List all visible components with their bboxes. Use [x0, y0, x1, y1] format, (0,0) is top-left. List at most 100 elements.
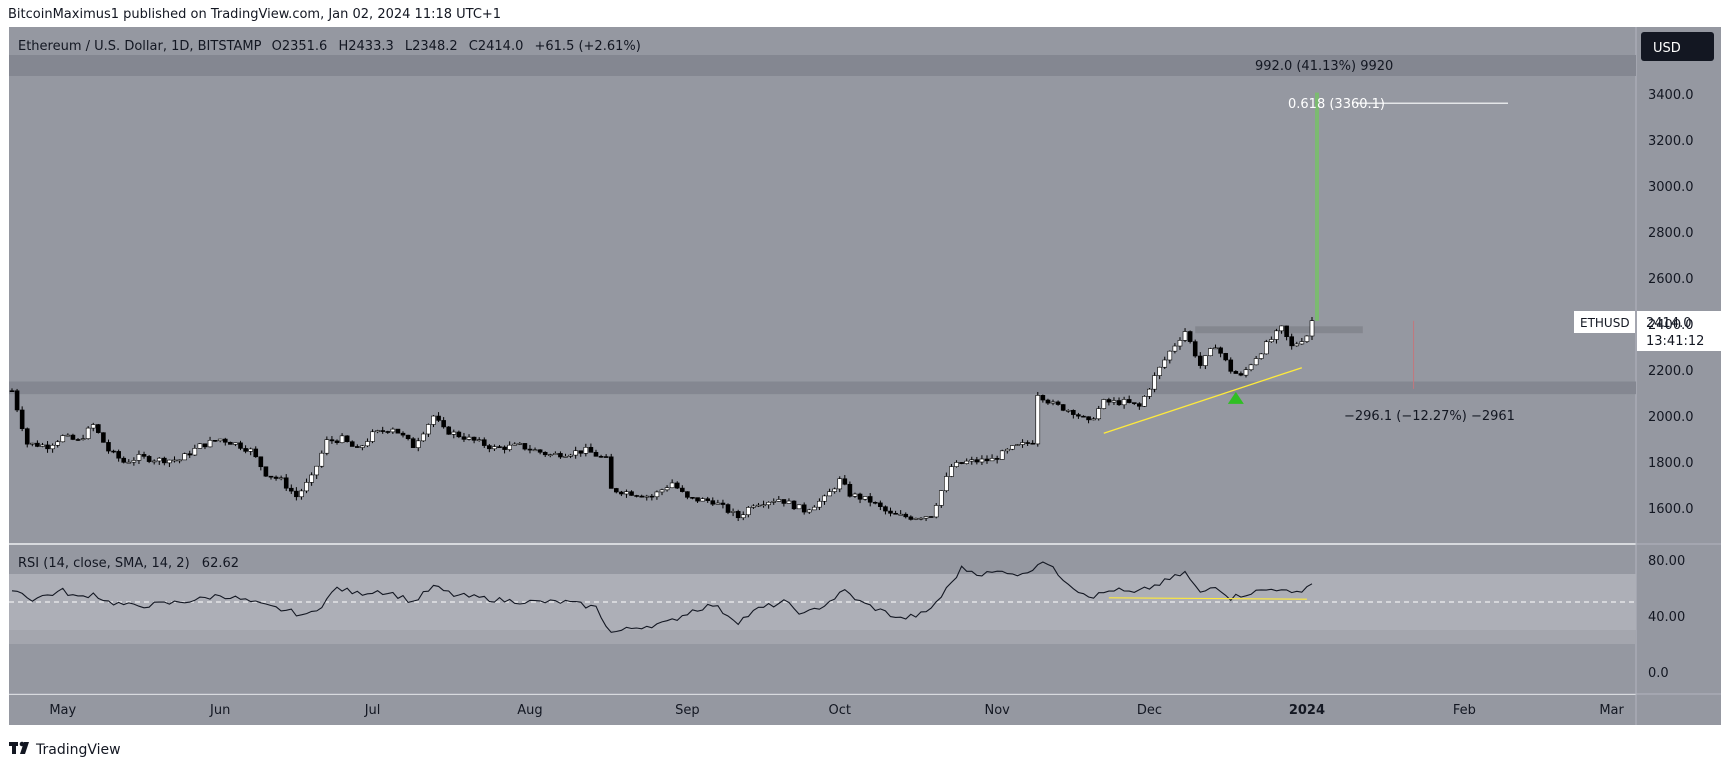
candle-body: [893, 512, 898, 515]
candle-body: [492, 446, 497, 450]
candle-body: [944, 476, 949, 491]
candle-body: [370, 431, 375, 442]
candle-body: [314, 465, 319, 476]
candle-body: [735, 511, 741, 519]
candle-body: [1020, 442, 1025, 445]
candle-body: [857, 493, 863, 500]
candle-body: [182, 453, 187, 461]
open-value: 2351.6: [282, 39, 328, 54]
candle-body: [9, 390, 15, 393]
candle-body: [355, 446, 360, 448]
range-down-label: −296.1 (−12.27%) −2961: [1344, 409, 1515, 424]
candle-body: [1015, 444, 1020, 446]
candle-body: [639, 495, 644, 498]
price-axis-ticks: 3400.0 3200.0 3000.0 2800.0 2600.0 2400.0 2200…: [1648, 88, 1694, 517]
candles-group: [9, 316, 1315, 522]
candle-body: [1040, 395, 1046, 401]
candle-body: [65, 434, 71, 437]
candle-body: [243, 448, 248, 452]
candle-body: [908, 516, 914, 520]
candle-body: [989, 458, 995, 462]
rsi-tick-label: 80.00: [1648, 554, 1685, 569]
candle-body: [375, 430, 380, 433]
candle-body: [1081, 415, 1086, 418]
candle-body: [959, 462, 964, 464]
price-tag-value: 2414.0: [1646, 316, 1692, 331]
candle-body: [669, 482, 675, 489]
candle-body: [867, 496, 873, 503]
candle-body: [172, 459, 177, 462]
candle-body: [888, 510, 893, 514]
tradingview-logo-icon: [9, 741, 29, 754]
candle-body: [233, 442, 238, 445]
candle-body: [862, 496, 868, 500]
candle-body: [45, 444, 50, 450]
tradingview-brand: TradingView: [35, 742, 121, 758]
candle-body: [151, 460, 157, 463]
candle-body: [1172, 345, 1178, 352]
rsi-legend[interactable]: RSI (14, close, SMA, 14, 2) 62.62: [18, 556, 239, 571]
candle-body: [654, 491, 660, 498]
candle-body: [928, 516, 934, 518]
rsi-line: [11, 561, 1313, 633]
candle-body: [476, 439, 482, 442]
candle-body: [1076, 414, 1081, 417]
candle-body: [598, 456, 604, 458]
candle-body: [436, 415, 441, 421]
price-pane[interactable]: [9, 27, 1636, 543]
candle-body: [1157, 366, 1162, 376]
bullish-arrow-icon: [1227, 391, 1244, 404]
candle-body: [1309, 320, 1315, 337]
candle-body: [522, 443, 528, 450]
candle-body: [446, 426, 452, 435]
candle-body: [527, 448, 533, 451]
close-value: 2414.0: [478, 39, 524, 54]
candle-body: [1086, 416, 1091, 421]
candle-body: [680, 487, 685, 492]
candle-body: [405, 434, 411, 440]
candle-body: [207, 440, 213, 448]
candle-body: [1030, 442, 1036, 445]
candle-body: [725, 504, 731, 513]
price-tick-label: 2800.0: [1648, 226, 1694, 241]
candle-body: [817, 500, 822, 508]
candle-body: [573, 450, 578, 456]
candle-body: [923, 516, 929, 519]
candle-body: [1269, 339, 1274, 343]
time-tick-label: May: [49, 703, 76, 718]
high-value: 2433.3: [348, 39, 394, 54]
price-tick-label: 3400.0: [1648, 88, 1694, 103]
range-up-bar: [1315, 92, 1319, 321]
candle-body: [695, 497, 700, 502]
candle-body: [80, 438, 86, 440]
candle-body: [90, 424, 96, 429]
candle-body: [441, 420, 446, 428]
candle-body: [766, 501, 771, 506]
candle-body: [547, 454, 553, 456]
candle-body: [426, 424, 431, 435]
rsi-lower-strip: [9, 630, 1636, 644]
candle-body: [263, 466, 269, 477]
candle-body: [187, 453, 193, 456]
candle-body: [771, 501, 777, 503]
currency-button[interactable]: USD: [1641, 32, 1714, 61]
candle-body: [1223, 353, 1228, 361]
candle-body: [121, 457, 127, 463]
time-axis[interactable]: [9, 695, 1636, 725]
symbol-legend[interactable]: Ethereum / U.S. Dollar, 1D, BITSTAMP O23…: [18, 39, 641, 54]
candle-body: [1213, 347, 1218, 350]
candle-body: [1228, 359, 1234, 372]
top-band: [9, 55, 1636, 76]
candle-body: [796, 504, 802, 510]
candle-body: [309, 474, 314, 483]
candle-body: [101, 432, 106, 443]
candle-body: [136, 454, 142, 461]
time-tick-label: 2024: [1289, 703, 1325, 718]
candle-body: [35, 442, 40, 447]
price-axis[interactable]: [1636, 27, 1721, 725]
candle-body: [994, 458, 1000, 460]
candle-body: [1177, 340, 1183, 347]
candle-body: [461, 436, 467, 440]
candle-body: [761, 504, 766, 507]
candle-body: [278, 477, 284, 480]
